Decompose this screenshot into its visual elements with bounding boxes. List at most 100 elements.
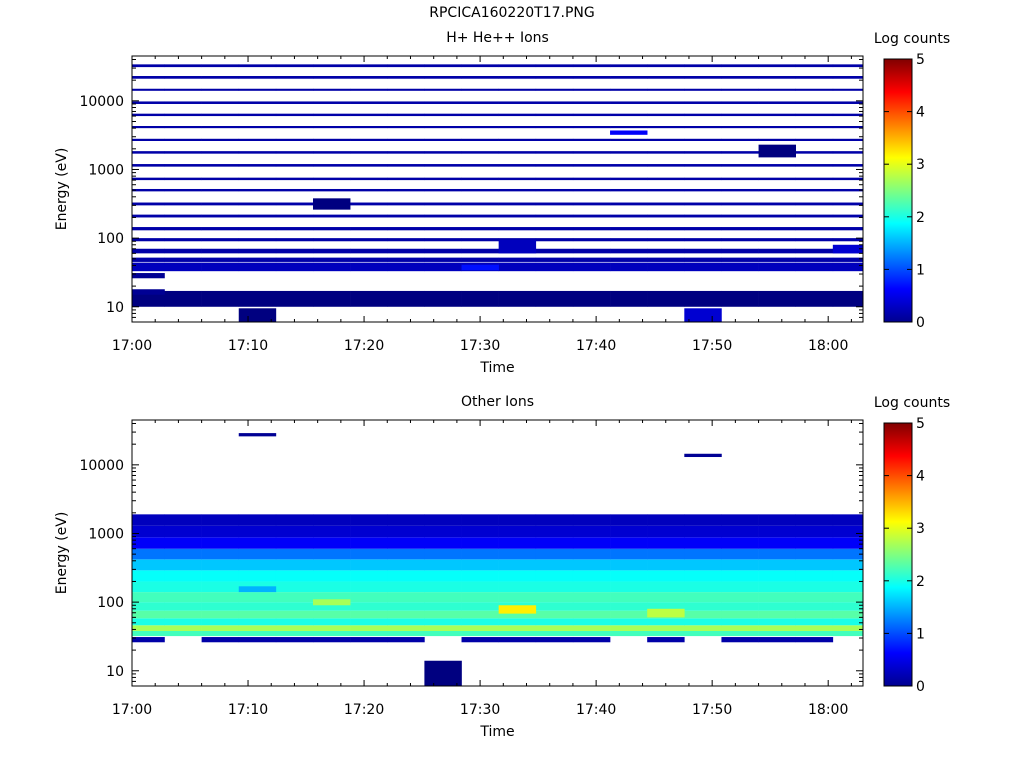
heatmap-cell [572, 525, 611, 538]
heatmap-cell [758, 248, 796, 254]
heatmap-cell [572, 514, 611, 526]
heatmap-cell [758, 227, 796, 231]
heatmap-cell [387, 151, 425, 154]
heatmap-cell [610, 548, 648, 560]
x-tick-label: 17:10 [228, 338, 268, 354]
heatmap-cell [164, 581, 202, 593]
heatmap-cell [572, 64, 611, 68]
heatmap-cell [684, 238, 722, 242]
heatmap-cell [201, 525, 240, 538]
heatmap-cell [610, 570, 648, 582]
heatmap-cell [610, 525, 648, 538]
heatmap-cell [684, 188, 722, 192]
heatmap-cell [684, 308, 722, 322]
heatmap-cell [610, 126, 648, 129]
heatmap-cell [132, 548, 165, 560]
heatmap-cell [424, 113, 462, 117]
heatmap-cell [758, 625, 796, 631]
heatmap-cell [387, 188, 425, 192]
heatmap-cell [572, 625, 611, 631]
heatmap-cell [647, 138, 685, 141]
heatmap-cell [758, 188, 796, 192]
heatmap-cell [721, 113, 759, 117]
heatmap-cell [572, 570, 611, 582]
heatmap-cell [721, 592, 759, 603]
heatmap-cell [832, 537, 863, 549]
panel-title: Other Ions [461, 394, 534, 410]
heatmap-cell [275, 177, 314, 181]
heatmap-cell [758, 559, 796, 571]
heatmap-cell [164, 525, 202, 538]
heatmap-cell [795, 290, 834, 307]
heatmap-cell [572, 164, 611, 167]
heatmap-cell [832, 618, 863, 626]
heatmap-cell [647, 202, 685, 206]
colorbar [884, 423, 912, 686]
heatmap-cell [313, 151, 351, 154]
heatmap-cell [461, 610, 499, 619]
heatmap-cell [758, 238, 796, 242]
heatmap-cell [201, 559, 240, 571]
heatmap-cell [164, 570, 202, 582]
heatmap-cell [498, 570, 537, 582]
heatmap-cell [461, 290, 499, 307]
x-tick-label: 17:00 [112, 338, 152, 354]
heatmap-cell [350, 214, 388, 218]
heatmap-cell [498, 559, 537, 571]
heatmap-cell [461, 76, 499, 79]
heatmap-cell [424, 660, 462, 686]
colorbar [884, 59, 912, 322]
heatmap-cell [424, 101, 462, 104]
heatmap-cell [275, 138, 314, 141]
heatmap-cell [313, 164, 351, 167]
heatmap-cell [350, 630, 388, 637]
heatmap-cell [424, 525, 462, 538]
heatmap-cell [275, 227, 314, 231]
heatmap-cell [461, 202, 499, 206]
heatmap-cell [350, 262, 388, 272]
heatmap-cell [721, 602, 759, 611]
heatmap-cell [721, 126, 759, 129]
heatmap-cell [610, 602, 648, 611]
heatmap-cell [424, 177, 462, 181]
heatmap-cell [132, 202, 165, 206]
heatmap-cell [350, 570, 388, 582]
heatmap-cell [132, 164, 165, 167]
heatmap-cell [721, 101, 759, 104]
heatmap-cell [238, 548, 277, 560]
heatmap-cell [498, 88, 537, 91]
heatmap-cell [275, 64, 314, 68]
heatmap-cell [424, 227, 462, 231]
panel-title: H+ He++ Ions [446, 30, 549, 46]
heatmap-cell [832, 88, 863, 91]
heatmap-cell [238, 151, 277, 154]
heatmap-cell [164, 177, 202, 181]
heatmap-cell [201, 592, 240, 603]
heatmap-cell [795, 637, 834, 643]
heatmap-cell [684, 262, 722, 272]
heatmap-cell [498, 126, 537, 129]
heatmap-cell [461, 514, 499, 526]
heatmap-cell [461, 88, 499, 91]
colorbar-tick-label: 5 [916, 416, 925, 432]
heatmap-cell [721, 262, 759, 272]
heatmap-cell [275, 214, 314, 218]
heatmap-cell [498, 101, 537, 104]
heatmap-cell [461, 257, 499, 262]
heatmap-cell [238, 238, 277, 242]
heatmap-cell [201, 537, 240, 549]
heatmap-cell [387, 257, 425, 262]
heatmap-cell [313, 625, 351, 631]
heatmap-cell [350, 548, 388, 560]
heatmap-cell [350, 101, 388, 104]
heatmap-cell [684, 76, 722, 79]
heatmap-cell [795, 214, 834, 218]
heatmap-cell [461, 264, 499, 271]
heatmap-cell [647, 76, 685, 79]
heatmap-cell [758, 592, 796, 603]
colorbar-label: Log counts [874, 395, 950, 411]
heatmap-cell [535, 126, 574, 129]
heatmap-cell [572, 602, 611, 611]
heatmap-cell [684, 227, 722, 231]
